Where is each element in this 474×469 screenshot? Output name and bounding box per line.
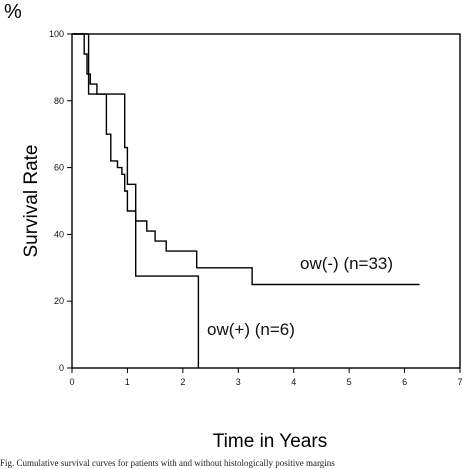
x-tick-label: 7 <box>457 377 462 387</box>
y-tick-label: 40 <box>54 229 64 239</box>
tick-group: 0 1 2 3 4 5 6 7 0 20 40 60 80 100 <box>49 29 463 387</box>
y-unit-label: % <box>4 1 22 23</box>
x-tick-label: 5 <box>347 377 352 387</box>
survival-curve-ow-minus <box>72 33 420 286</box>
series-group <box>72 33 420 368</box>
y-tick-label: 100 <box>49 29 64 39</box>
y-axis-title: Survival Rate <box>21 145 42 258</box>
y-tick-label: 20 <box>54 296 64 306</box>
x-tick-label: 2 <box>180 377 185 387</box>
y-tick-label: 80 <box>54 96 64 106</box>
x-tick-label: 4 <box>291 377 296 387</box>
x-tick-label: 0 <box>69 377 74 387</box>
y-tick-label: 0 <box>59 363 64 373</box>
y-tick-label: 60 <box>54 163 64 173</box>
x-tick-label: 3 <box>236 377 241 387</box>
x-axis-title: Time in Years <box>213 431 327 452</box>
survival-curve-ow-plus <box>72 33 200 368</box>
x-tick-label: 6 <box>402 377 407 387</box>
x-tick-label: 1 <box>125 377 130 387</box>
series-label-ow-plus: ow(+) (n=6) <box>207 320 295 339</box>
plot-frame <box>71 33 461 369</box>
figure-caption: Fig. Cumulative survival curves for pati… <box>0 458 335 468</box>
series-label-ow-minus: ow(-) (n=33) <box>300 254 393 273</box>
